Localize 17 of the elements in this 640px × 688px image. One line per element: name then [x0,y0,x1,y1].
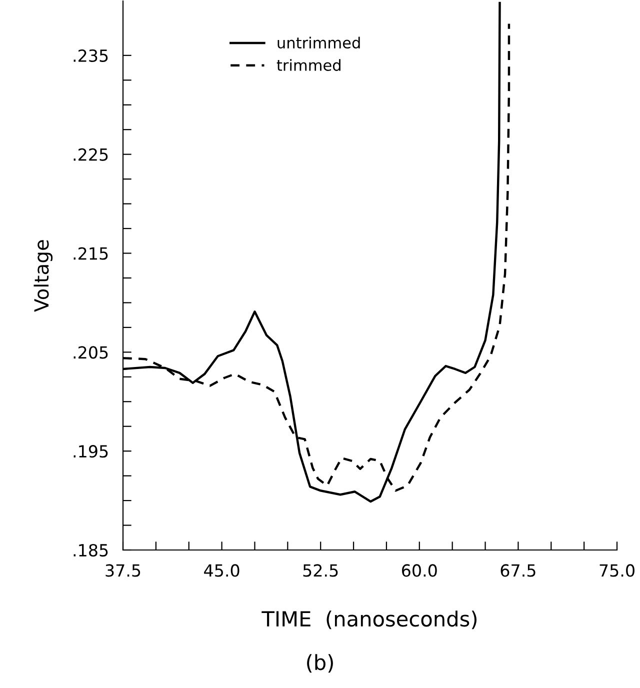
y-tick-label: .185 [74,544,108,557]
y-axis-title: Voltage [34,240,53,312]
y-tick-label: .205 [74,346,108,359]
x-tick-label: 60.0 [402,564,437,577]
x-tick-label: 52.5 [303,564,338,577]
legend-label: trimmed [276,59,340,71]
legend-label: untrimmed [278,36,360,49]
text: (b) [307,654,333,673]
x-axis-title: TIME (nanoseconds) [262,610,476,630]
y-tick-label: .215 [74,247,108,260]
y-tick-label: .235 [74,49,108,62]
x-tick-label: 75.0 [600,564,634,577]
x-tick-label: 45.0 [204,564,240,577]
x-tick-label: 37.5 [106,564,140,577]
y-tick-label: .225 [74,148,108,161]
y-tick-label: .195 [74,445,108,458]
x-tick-label: 67.5 [500,564,536,577]
